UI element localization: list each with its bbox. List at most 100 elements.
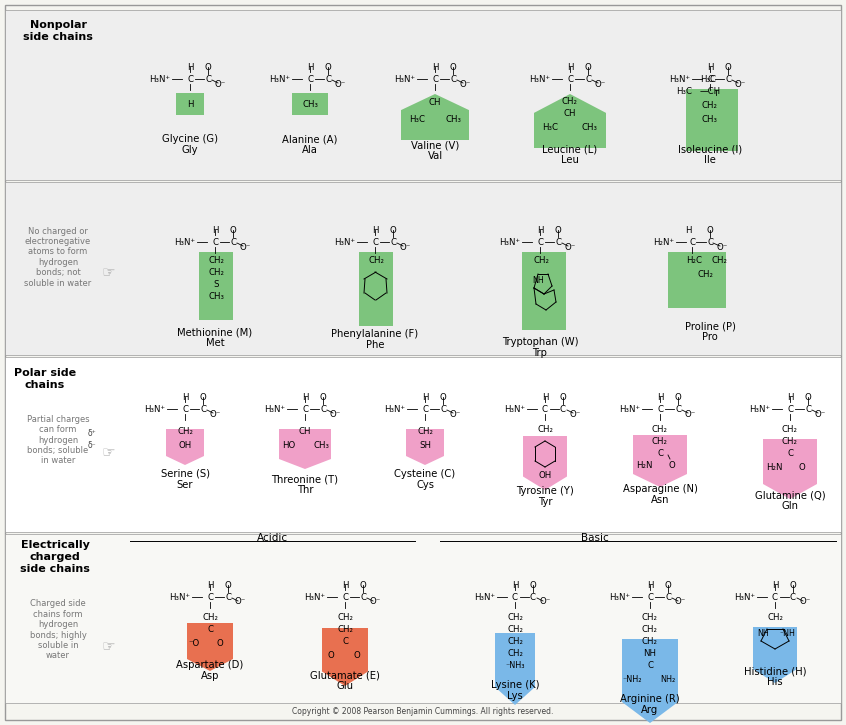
Text: Glutamine (Q): Glutamine (Q) [755, 490, 826, 500]
Text: O: O [217, 639, 223, 647]
Text: H: H [684, 225, 691, 234]
Text: H₂C: H₂C [686, 255, 702, 265]
Text: H₃N⁺: H₃N⁺ [149, 75, 170, 83]
Text: CH₂: CH₂ [208, 255, 224, 265]
Polygon shape [534, 94, 606, 148]
Text: side chains: side chains [20, 564, 90, 574]
Text: Basic: Basic [581, 533, 609, 543]
Text: Glu: Glu [337, 681, 354, 691]
Text: Tyrosine (Y): Tyrosine (Y) [516, 486, 574, 496]
Text: Gln: Gln [782, 501, 799, 511]
Text: CH₃: CH₃ [208, 291, 224, 300]
Bar [199, 252, 233, 320]
Text: C: C [707, 238, 713, 247]
Text: δ⁺: δ⁺ [88, 428, 96, 437]
Text: Threonine (T): Threonine (T) [272, 474, 338, 484]
Polygon shape [279, 429, 331, 469]
Text: C: C [805, 405, 811, 413]
Text: C: C [542, 405, 548, 413]
Polygon shape [633, 435, 687, 487]
Text: Asparagine (N): Asparagine (N) [623, 484, 697, 494]
Text: O⁻: O⁻ [799, 597, 810, 607]
Text: Asp: Asp [201, 671, 219, 681]
Polygon shape [401, 94, 469, 140]
Text: H: H [541, 392, 548, 402]
Text: CH₂: CH₂ [642, 637, 658, 645]
Text: Electrically: Electrically [20, 540, 90, 550]
Text: H₃N⁺: H₃N⁺ [394, 75, 415, 83]
Text: H₃N⁺: H₃N⁺ [144, 405, 165, 413]
Text: C: C [212, 238, 218, 247]
Text: H: H [187, 99, 193, 109]
Text: Met: Met [206, 338, 224, 348]
Text: C: C [647, 592, 653, 602]
Polygon shape [322, 628, 368, 686]
Text: C: C [230, 238, 236, 247]
Text: ☞: ☞ [102, 445, 115, 460]
Text: H: H [512, 581, 519, 589]
Text: H₃N⁺: H₃N⁺ [384, 405, 405, 413]
Text: SH: SH [419, 441, 431, 450]
Polygon shape [187, 623, 233, 671]
Text: Thr: Thr [297, 485, 313, 495]
Text: C: C [787, 405, 793, 413]
Text: C: C [422, 405, 428, 413]
Bar [176, 93, 204, 115]
Polygon shape [495, 633, 535, 705]
Text: O⁻: O⁻ [449, 410, 460, 418]
Text: O: O [585, 62, 591, 72]
Text: CH₂: CH₂ [507, 637, 523, 645]
Text: C: C [360, 592, 366, 602]
Text: Isoleucine (I): Isoleucine (I) [678, 144, 742, 154]
Text: H: H [302, 392, 308, 402]
Text: O: O [320, 392, 327, 402]
Text: Leucine (L): Leucine (L) [542, 144, 597, 154]
Text: CH₂: CH₂ [537, 425, 553, 434]
Text: H: H [646, 581, 653, 589]
Text: O: O [200, 392, 206, 402]
Text: O: O [354, 650, 360, 660]
Text: O: O [789, 581, 796, 589]
Text: OH: OH [179, 441, 192, 450]
Text: CH₂: CH₂ [337, 613, 353, 621]
Text: chains: chains [25, 380, 65, 390]
Text: H₃C: H₃C [409, 115, 425, 123]
Text: H₃N⁺: H₃N⁺ [169, 592, 190, 602]
Text: H₂N: H₂N [766, 463, 783, 471]
Text: ☞: ☞ [102, 265, 115, 281]
Text: C: C [200, 405, 206, 413]
Text: H: H [536, 225, 543, 234]
Text: CH₂: CH₂ [507, 613, 523, 621]
Text: CH₃: CH₃ [313, 441, 329, 450]
Text: Cysteine (C): Cysteine (C) [394, 469, 455, 479]
Text: C: C [450, 75, 456, 83]
Text: H₃N⁺: H₃N⁺ [334, 238, 355, 247]
Text: CH₃: CH₃ [702, 115, 718, 123]
Text: Leu: Leu [561, 155, 579, 165]
Text: NH: NH [644, 648, 656, 658]
Text: C: C [675, 405, 681, 413]
Text: O: O [674, 392, 681, 402]
Text: C: C [665, 592, 671, 602]
Bar [686, 89, 738, 151]
Text: C: C [432, 75, 438, 83]
Bar [359, 252, 393, 326]
Text: C: C [205, 75, 211, 83]
Text: Glycine (G): Glycine (G) [162, 134, 218, 144]
Text: NH₂: NH₂ [661, 674, 676, 684]
Text: Copyright © 2008 Pearson Benjamin Cummings. All rights reserved.: Copyright © 2008 Pearson Benjamin Cummin… [293, 706, 553, 716]
Text: O⁻: O⁻ [564, 242, 575, 252]
Text: CH: CH [299, 426, 311, 436]
Text: C: C [657, 405, 663, 413]
Text: C: C [555, 238, 561, 247]
Text: C: C [585, 75, 591, 83]
Text: H: H [656, 392, 663, 402]
Bar [5, 182, 841, 355]
Text: H: H [206, 581, 213, 589]
Bar [668, 252, 726, 308]
Bar [5, 357, 841, 532]
Polygon shape [622, 639, 678, 723]
Text: C: C [372, 238, 378, 247]
Text: Asn: Asn [651, 495, 669, 505]
Text: Aspartate (D): Aspartate (D) [176, 660, 244, 670]
